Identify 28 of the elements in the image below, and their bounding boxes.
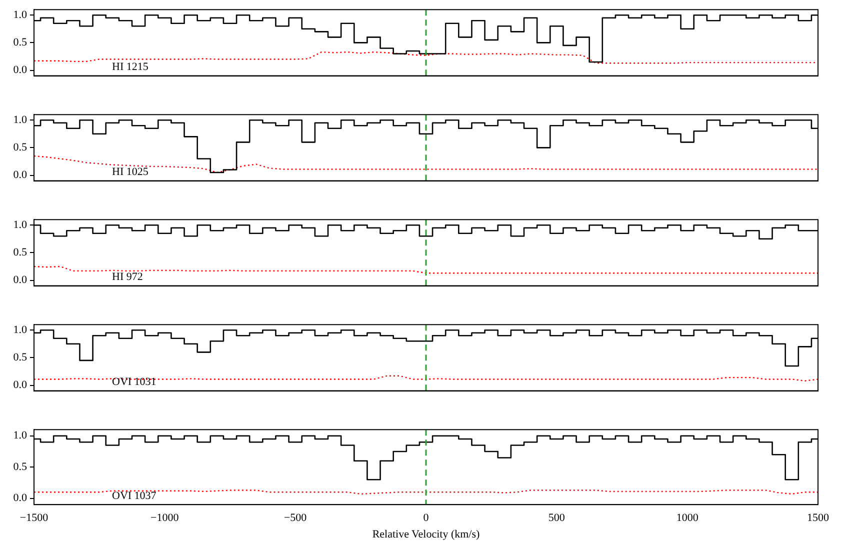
y-tick-label: 0.5 [13, 246, 28, 259]
annotation: HI 972 [112, 271, 143, 284]
x-tick-label: 1000 [676, 512, 699, 524]
y-tick-label: 0.5 [13, 460, 28, 473]
y-tick-label: 1.0 [13, 219, 28, 232]
x-tick-label: 500 [548, 512, 566, 524]
y-tick-label: 0.0 [13, 274, 28, 286]
y-tick-label: 1.0 [13, 430, 28, 442]
x-axis-title: Relative Velocity (km/s) [372, 528, 480, 540]
y-tick-label: 0.0 [13, 64, 28, 76]
y-tick-label: 0.5 [13, 142, 28, 154]
y-tick-label: 1.0 [13, 9, 28, 22]
y-tick-label: 0.5 [13, 352, 28, 364]
y-tick-label: 0.0 [13, 379, 28, 392]
y-tick-label: 0.0 [13, 492, 28, 504]
x-tick-label: −1500 [20, 512, 49, 524]
x-tick-label: −500 [284, 512, 308, 524]
x-tick-label: −1000 [150, 512, 180, 524]
x-tick-label: 1500 [807, 512, 830, 524]
x-tick-label: 0 [423, 512, 430, 524]
y-tick-label: 0.0 [13, 169, 28, 182]
y-tick-label: 1.0 [13, 324, 28, 336]
y-tick-label: 0.5 [13, 36, 28, 49]
annotation: HI 1215 [112, 61, 149, 74]
annotation: HI 1025 [112, 166, 149, 178]
annotation: OVI 1037 [112, 490, 157, 502]
y-tick-label: 1.0 [13, 114, 28, 126]
annotation: OVI 1031 [112, 376, 156, 388]
